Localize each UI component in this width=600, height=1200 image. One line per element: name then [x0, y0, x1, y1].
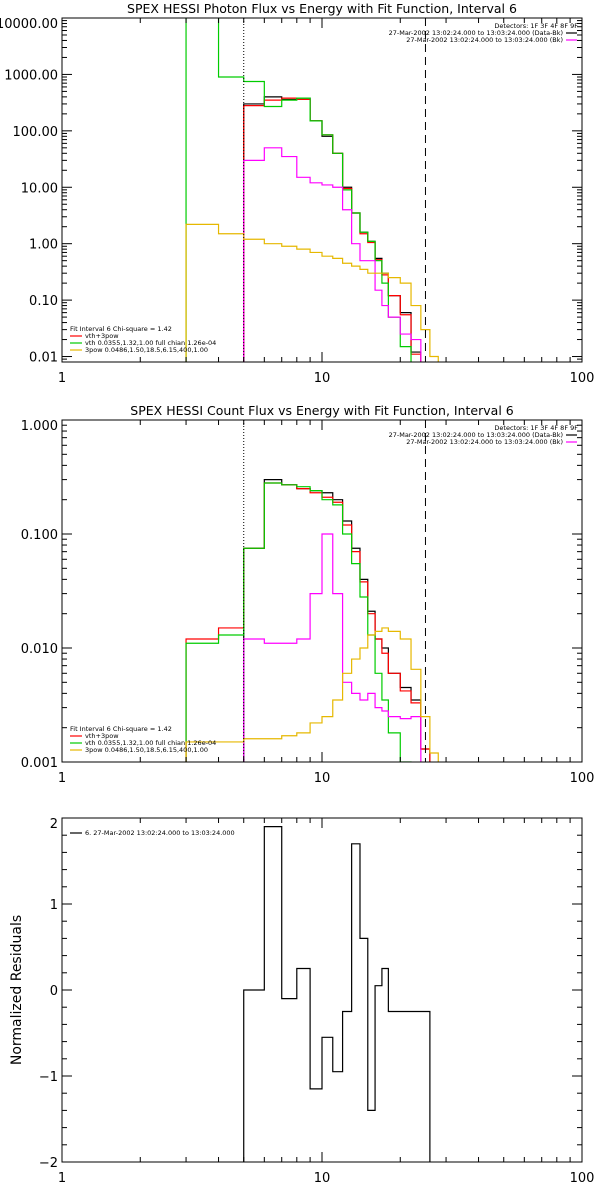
- legend-entry: 3pow 0.0486,1.50,18.5,6.15,400,1.00: [85, 746, 208, 754]
- legend-bottom: Fit Interval 6 Chi-square = 1.42vth+3pow…: [70, 725, 216, 754]
- series-line-2: [185, 482, 431, 762]
- y-tick-label: 10.00: [21, 181, 58, 196]
- legend-entry: 27-Mar-2002 13:02:24.000 to 13:03:24.000…: [389, 431, 563, 439]
- legend-header: Detectors: 1F 3F 4F 8F 9F: [494, 424, 578, 432]
- x-tick-label: 10: [314, 771, 331, 786]
- x-tick-label: 100: [570, 1171, 595, 1186]
- series-line-3: [185, 482, 412, 762]
- x-tick-label: 1: [58, 1171, 66, 1186]
- x-tick-label: 10: [314, 371, 331, 386]
- legend-entry: 6. 27-Mar-2002 13:02:24.000 to 13:03:24.…: [85, 829, 235, 837]
- legend-entry: 27-Mar-2002 13:02:24.000 to 13:03:24.000…: [406, 438, 563, 446]
- y-tick-label: 0.001: [21, 756, 58, 771]
- y-tick-label: 1.00: [29, 238, 58, 253]
- series-line-3: [185, 18, 412, 362]
- x-axis: 1 10 100: [58, 420, 595, 786]
- series-line-1: [243, 96, 422, 362]
- chart-panel-2: 1 10 100 0.001 0.010 0.100 1.000 SPEX HESSI Cou…: [21, 403, 595, 786]
- x-tick-label: 100: [570, 371, 595, 386]
- plot-area: [185, 18, 439, 362]
- series-line-1: [243, 826, 431, 1162]
- y-tick-label: −2: [39, 1156, 58, 1171]
- y-tick-label: −1: [39, 1070, 58, 1085]
- x-tick-label: 100: [570, 771, 595, 786]
- legend-entry: vth 0.0355,1.32,1.00 full chian 1.26e-04: [85, 739, 216, 747]
- legend-entry: 27-Mar-2002 13:02:24.000 to 13:03:24.000…: [406, 36, 563, 44]
- chart-title: SPEX HESSI Count Flux vs Energy with Fit…: [130, 403, 513, 418]
- y-axis: 0.01 0.10 1.00 10.00 100.00 1000.00 10000.00: [0, 17, 582, 366]
- series-line-4: [243, 147, 422, 362]
- y-tick-label: 1000.00: [4, 68, 58, 83]
- y-tick-label: 0.010: [21, 642, 58, 657]
- series-line-2: [243, 97, 422, 362]
- series-line-4: [243, 533, 422, 762]
- legend-top: 6. 27-Mar-2002 13:02:24.000 to 13:03:24.…: [70, 829, 235, 837]
- y-tick-label: 0.01: [29, 351, 58, 366]
- chart-title: SPEX HESSI Photon Flux vs Energy with Fi…: [127, 1, 517, 16]
- legend-entry: vth+3pow: [85, 732, 119, 740]
- y-axis: −2 −1 0 1 2: [39, 817, 582, 1171]
- legend-entry: vth 0.0355,1.32,1.00 full chian 1.26e-04: [85, 339, 216, 347]
- legend-header: Fit Interval 6 Chi-square = 1.42: [70, 725, 172, 733]
- series-line-5: [185, 627, 439, 762]
- plot-frame: [61, 17, 583, 363]
- y-tick-label: 10000.00: [0, 17, 58, 32]
- legend-entry: 3pow 0.0486,1.50,18.5,6.15,400,1.00: [85, 346, 208, 354]
- series-line-5: [185, 223, 439, 362]
- y-tick-label: 0.100: [21, 528, 58, 543]
- y-tick-label: 1: [50, 898, 58, 913]
- legend-entry: 27-Mar-2002 13:02:24.000 to 13:03:24.000…: [389, 29, 563, 37]
- y-tick-label: 0: [50, 984, 58, 999]
- plot-area: [185, 420, 439, 762]
- x-tick-label: 1: [58, 371, 66, 386]
- y-axis: 0.001 0.010 0.100 1.000: [21, 419, 582, 771]
- x-axis: 1 10 100: [58, 818, 595, 1186]
- y-tick-label: 2: [50, 817, 58, 832]
- chart-panel-1: 1 10 100 0.01 0.10 1.00 10.00 100.00 1000.00 1000…: [0, 1, 594, 386]
- x-tick-label: 10: [314, 1171, 331, 1186]
- legend-entry: vth+3pow: [85, 332, 119, 340]
- y-axis-label: Normalized Residuals: [9, 915, 25, 1065]
- y-tick-label: 100.00: [13, 125, 59, 140]
- y-tick-label: 0.10: [29, 294, 58, 309]
- plot-frame: [61, 817, 583, 1163]
- plot-area: [243, 826, 431, 1162]
- series-line-1: [243, 479, 431, 762]
- x-tick-label: 1: [58, 771, 66, 786]
- y-tick-label: 1.000: [21, 419, 58, 434]
- legend-header: Fit Interval 6 Chi-square = 1.42: [70, 325, 172, 333]
- legend-bottom: Fit Interval 6 Chi-square = 1.42vth+3pow…: [70, 325, 216, 354]
- legend-header: Detectors: 1F 3F 4F 8F 9F: [494, 22, 578, 30]
- chart-panel-3: 1 10 100 −2 −1 0 1 2 Normalized Residuals 6. 27-M…: [9, 817, 595, 1186]
